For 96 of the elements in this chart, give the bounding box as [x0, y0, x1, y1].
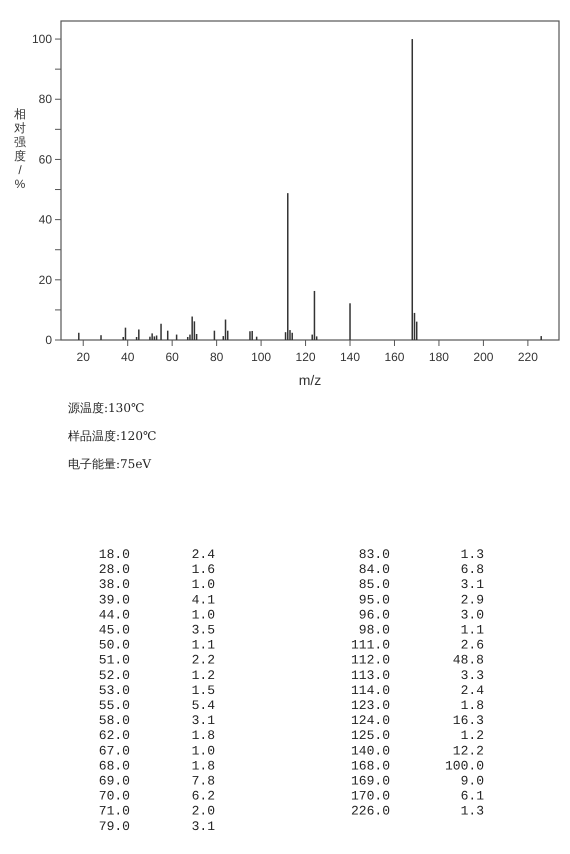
data-label: 1.0: [192, 607, 215, 622]
text: 样品温度:120℃: [68, 429, 156, 443]
category-label: 44.0: [98, 607, 130, 622]
x-axis-title: m/z: [298, 372, 322, 388]
data-label: 2.4: [192, 547, 216, 562]
y-tick-label: 80: [38, 92, 52, 106]
category-label: 58.0: [98, 713, 130, 728]
data-label: 1.6: [192, 562, 215, 578]
category-label: 140.0: [350, 743, 390, 758]
data-label: 4.1: [192, 592, 216, 608]
text: 电子能量:75eV: [68, 457, 152, 471]
x-tick-label: 80: [210, 350, 224, 364]
y-tick-label: 60: [38, 152, 52, 166]
x-tick-label: 160: [384, 350, 405, 364]
data-label: 2.9: [460, 592, 484, 608]
category-label: 68.0: [98, 758, 130, 774]
category-label: 18.0: [98, 547, 130, 562]
data-label: 1.5: [192, 682, 215, 698]
category-label: 69.0: [98, 774, 130, 788]
data-label: 1.8: [460, 698, 484, 713]
y-tick-label: 0: [45, 333, 52, 347]
data-label: 3.3: [460, 668, 484, 683]
y-axis-title: 相对强度/%: [14, 107, 26, 191]
category-label: 125.0: [350, 728, 390, 744]
category-label: 111.0: [350, 638, 390, 653]
data-label: 7.8: [192, 774, 215, 788]
x-tick-label: 40: [121, 350, 135, 364]
x-tick-label: 60: [165, 350, 180, 364]
data-label: 3.1: [192, 818, 216, 834]
x-tick-label: 200: [473, 350, 494, 364]
category-label: 79.0: [98, 818, 130, 834]
data-label: 3.1: [192, 713, 216, 728]
data-label: 5.4: [192, 698, 216, 713]
category-label: 28.0: [98, 562, 130, 578]
data-label: 1.8: [192, 758, 215, 774]
data-label: 1.1: [192, 638, 216, 653]
data-label: 1.2: [192, 668, 215, 683]
y-tick-label: 20: [38, 272, 52, 287]
category-label: 112.0: [350, 652, 390, 668]
category-label: 52.0: [98, 668, 130, 683]
y-tick-label: 100: [32, 32, 52, 46]
data-label: 1.0: [192, 743, 215, 758]
data-label: 1.0: [192, 577, 215, 592]
data-label: 1.3: [460, 804, 484, 819]
data-label: 2.0: [192, 804, 215, 819]
data-label: 9.0: [460, 774, 484, 788]
data-label: 2.2: [192, 652, 215, 668]
data-label: 6.8: [460, 562, 484, 578]
data-label: 1.3: [460, 547, 484, 562]
category-label: 98.0: [358, 622, 390, 638]
category-label: 45.0: [98, 622, 130, 638]
category-label: 51.0: [98, 652, 130, 668]
data-label: 1.2: [460, 728, 484, 744]
data-label: 2.6: [460, 638, 484, 653]
category-label: 226.0: [350, 804, 390, 819]
x-tick-label: 100: [251, 350, 272, 364]
category-label: 38.0: [98, 577, 130, 592]
data-label: 48.8: [452, 652, 484, 668]
data-label: 1.1: [460, 622, 484, 638]
x-tick-label: 20: [76, 350, 90, 364]
text: 源温度:130℃: [68, 401, 144, 415]
category-label: 55.0: [98, 698, 130, 713]
category-label: 124.0: [350, 713, 390, 728]
category-label: 67.0: [98, 743, 130, 758]
data-label: 3.0: [460, 607, 484, 622]
category-label: 70.0: [98, 788, 130, 804]
category-label: 62.0: [98, 728, 130, 744]
data-label: 3.1: [460, 577, 484, 592]
data-label: 12.2: [452, 743, 484, 758]
data-label: 16.3: [452, 713, 484, 728]
x-tick-label: 120: [296, 350, 316, 364]
y-tick-label: 40: [38, 212, 52, 227]
x-tick-label: 220: [518, 350, 538, 364]
category-label: 53.0: [98, 682, 130, 698]
category-label: 85.0: [358, 577, 390, 592]
data-label: 6.2: [192, 788, 215, 804]
category-label: 84.0: [358, 562, 390, 578]
data-label: 3.5: [192, 622, 215, 638]
category-label: 123.0: [350, 698, 390, 713]
category-label: 114.0: [350, 682, 390, 698]
category-label: 95.0: [358, 592, 390, 608]
category-label: 96.0: [358, 607, 390, 622]
data-label: 2.4: [460, 682, 484, 698]
data-label: 100.0: [444, 758, 484, 774]
category-label: 39.0: [98, 592, 130, 608]
category-label: 113.0: [350, 668, 390, 683]
x-tick-label: 180: [428, 350, 450, 364]
category-label: 50.0: [98, 638, 130, 653]
category-label: 71.0: [98, 804, 130, 819]
data-label: 1.8: [192, 728, 215, 744]
category-label: 168.0: [350, 758, 390, 774]
x-tick-label: 140: [340, 350, 360, 364]
data-label: 6.1: [460, 788, 484, 804]
category-label: 170.0: [350, 788, 390, 804]
category-label: 169.0: [350, 774, 390, 788]
category-label: 83.0: [358, 547, 390, 562]
